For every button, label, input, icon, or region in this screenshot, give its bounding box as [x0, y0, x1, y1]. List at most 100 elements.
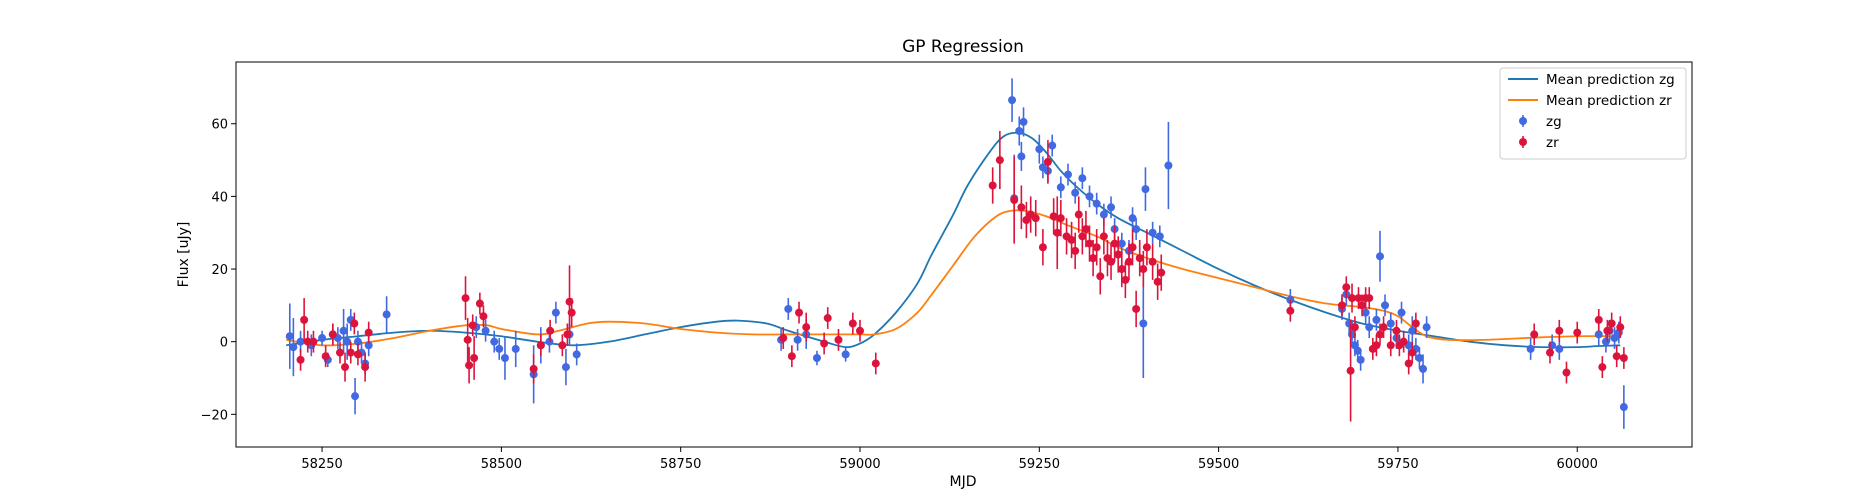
marker	[341, 363, 350, 372]
data-point-zg	[351, 377, 360, 415]
marker	[1376, 330, 1384, 339]
data-point-zg	[1015, 116, 1024, 146]
marker	[871, 359, 880, 368]
data-point-zr	[1081, 210, 1090, 248]
data-point-zr	[303, 330, 312, 353]
data-point-zr	[1619, 347, 1628, 369]
data-point-zr	[341, 352, 350, 382]
data-point-zr	[1139, 250, 1148, 288]
data-point-zg	[793, 328, 802, 351]
marker	[1594, 315, 1603, 324]
data-point-zg	[1071, 181, 1080, 204]
marker	[1107, 203, 1116, 212]
data-point-zr	[1337, 294, 1346, 317]
marker	[1164, 161, 1173, 170]
data-point-zr	[1092, 229, 1101, 266]
marker	[1346, 366, 1355, 375]
marker	[1008, 96, 1017, 105]
marker	[1530, 330, 1539, 339]
marker	[1607, 319, 1616, 328]
marker	[1053, 228, 1062, 237]
marker	[336, 348, 344, 357]
marker	[572, 350, 581, 359]
marker	[470, 354, 479, 363]
marker	[558, 341, 567, 350]
marker	[303, 337, 312, 346]
marker	[1038, 243, 1047, 252]
data-point-zr	[1107, 243, 1116, 280]
marker	[1372, 315, 1381, 324]
data-point-zr	[1545, 341, 1554, 364]
marker	[1411, 319, 1420, 328]
marker	[353, 350, 362, 359]
marker	[1381, 301, 1390, 310]
marker	[1132, 304, 1141, 313]
data-point-zg	[1397, 301, 1406, 324]
data-point-zg	[481, 319, 490, 342]
data-point-zr	[1286, 299, 1295, 322]
y-axis: −20 0 20 40 60	[201, 118, 236, 423]
marker	[1081, 225, 1090, 234]
marker	[1099, 232, 1108, 241]
marker	[1148, 257, 1157, 266]
legend-item-zr: zr	[1519, 135, 1559, 151]
marker	[1157, 268, 1166, 277]
data-point-zr	[1153, 263, 1162, 300]
marker	[350, 319, 359, 328]
marker	[1089, 254, 1098, 263]
chart-title: GP Regression	[902, 37, 1024, 57]
data-point-zr	[1607, 312, 1616, 335]
data-point-zr	[1142, 229, 1151, 266]
legend: Mean prediction zg Mean prediction zr zg zr	[1499, 67, 1687, 160]
data-point-zr	[820, 332, 829, 355]
marker	[296, 337, 305, 346]
marker	[1348, 294, 1357, 303]
data-point-zg	[1419, 354, 1428, 384]
marker	[1619, 403, 1628, 412]
data-point-zr	[1562, 361, 1571, 384]
legend-marker-swatch	[1519, 138, 1527, 146]
data-point-zg	[285, 303, 294, 369]
marker	[1015, 127, 1024, 136]
marker	[1135, 254, 1144, 263]
marker	[1096, 272, 1105, 281]
x-axis-label: MJD	[950, 474, 977, 490]
data-point-zg	[1376, 230, 1384, 282]
data-point-zr	[1342, 276, 1351, 299]
marker	[823, 314, 832, 323]
data-point-zr	[1056, 200, 1065, 237]
data-point-zg	[1356, 348, 1365, 371]
marker	[479, 312, 488, 321]
x-tick-label: 59000	[839, 457, 880, 472]
marker	[1379, 323, 1388, 332]
data-point-zr	[336, 341, 344, 364]
marker	[1121, 275, 1130, 284]
data-point-zr	[1148, 243, 1157, 280]
marker	[1132, 225, 1141, 234]
data-point-zg	[1017, 141, 1026, 171]
marker	[1619, 354, 1628, 363]
data-point-zr	[546, 319, 555, 342]
data-point-zr	[1096, 258, 1105, 295]
data-point-zg	[841, 347, 850, 362]
y-tick-label: 20	[211, 263, 228, 278]
marker	[511, 344, 520, 353]
data-point-zr	[1114, 236, 1123, 273]
marker	[364, 328, 373, 337]
data-point-zg	[490, 330, 499, 353]
data-point-zr	[834, 328, 843, 351]
legend-label: Mean prediction zg	[1546, 72, 1675, 88]
data-point-zg	[511, 330, 520, 368]
marker	[561, 363, 570, 372]
marker	[475, 299, 484, 308]
legend-item-zg: zg	[1519, 114, 1562, 130]
marker	[1107, 257, 1116, 266]
marker	[1142, 243, 1151, 252]
marker	[1022, 215, 1031, 224]
marker	[1616, 323, 1625, 332]
marker	[500, 354, 509, 363]
marker	[461, 294, 470, 303]
data-point-zr	[1386, 334, 1395, 357]
data-point-zg	[1372, 308, 1381, 331]
